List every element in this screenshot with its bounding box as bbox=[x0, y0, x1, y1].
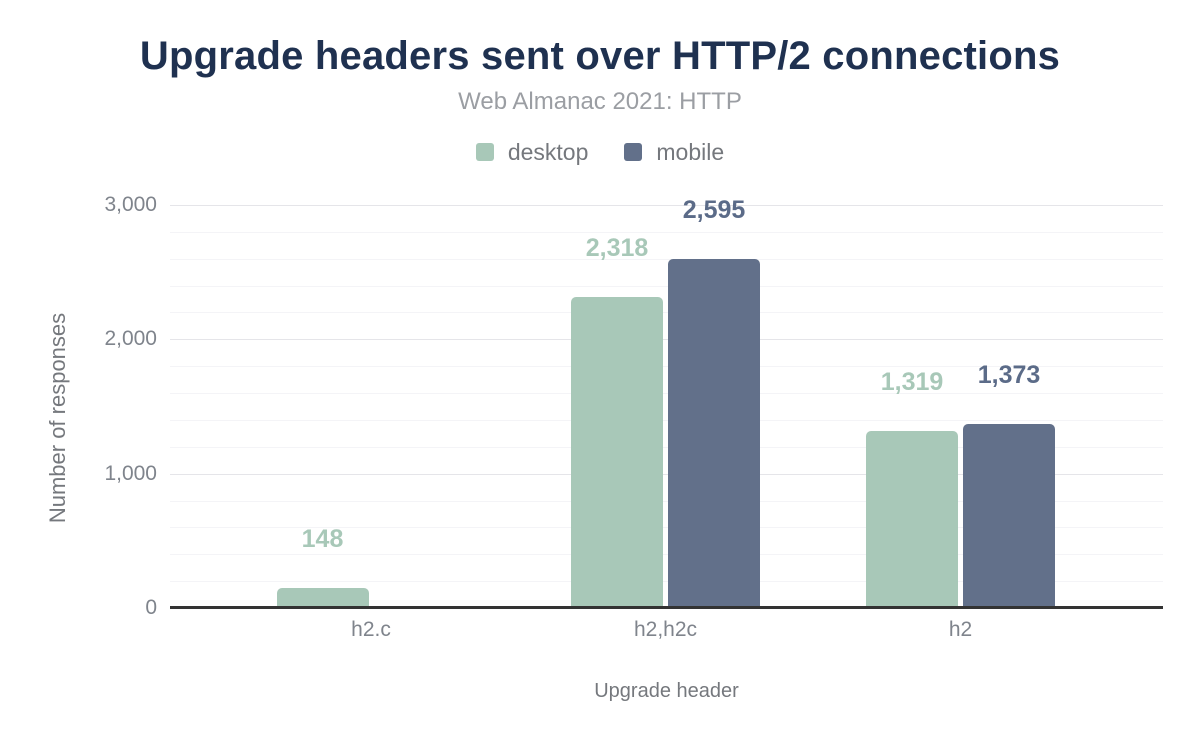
minor-gridline bbox=[170, 231, 1163, 233]
legend-item-desktop[interactable]: desktop bbox=[475, 138, 589, 166]
x-axis-baseline bbox=[170, 606, 1163, 609]
plot-area: 148 2,318 1,319 2,595 1,373 bbox=[170, 196, 1163, 608]
minor-gridline bbox=[170, 554, 1163, 556]
bar-value-label: 1,373 bbox=[977, 360, 1041, 389]
major-gridline bbox=[170, 205, 1163, 206]
chart-subtitle: Web Almanac 2021: HTTP bbox=[458, 88, 742, 115]
bar-desktop-h2-c[interactable] bbox=[276, 588, 369, 608]
bar-value-label: 2,318 bbox=[585, 233, 649, 262]
major-gridline bbox=[170, 473, 1163, 475]
x-category-label: h2.c bbox=[351, 618, 391, 641]
x-category-label: h2,h2c bbox=[633, 618, 698, 641]
bar-value-label: 2,595 bbox=[682, 196, 746, 225]
x-category-label: h2 bbox=[948, 618, 973, 641]
minor-gridline bbox=[170, 527, 1163, 529]
major-gridline bbox=[170, 339, 1163, 341]
minor-gridline bbox=[170, 258, 1163, 260]
bar-mobile-h2-h2c[interactable] bbox=[668, 259, 760, 608]
minor-gridline bbox=[170, 581, 1163, 583]
minor-gridline bbox=[170, 446, 1163, 448]
minor-gridline bbox=[170, 500, 1163, 502]
minor-gridline bbox=[170, 366, 1163, 368]
minor-gridline bbox=[170, 393, 1163, 395]
y-tick-label: 2,000 bbox=[104, 327, 157, 351]
legend-swatch-desktop bbox=[475, 143, 494, 161]
minor-gridline bbox=[170, 312, 1163, 314]
y-tick-label: 3,000 bbox=[104, 193, 157, 216]
bar-mobile-h2[interactable] bbox=[963, 423, 1055, 608]
chart-title: Upgrade headers sent over HTTP/2 connect… bbox=[139, 34, 1061, 78]
y-tick-label: 1,000 bbox=[104, 461, 157, 485]
legend-swatch-mobile bbox=[624, 143, 643, 161]
x-axis-title: Upgrade header bbox=[594, 680, 739, 702]
bar-desktop-h2[interactable] bbox=[866, 430, 958, 608]
legend: desktop mobile bbox=[0, 138, 1200, 166]
legend-item-mobile[interactable]: mobile bbox=[624, 139, 724, 166]
minor-gridline bbox=[170, 419, 1163, 421]
bar-value-label: 1,319 bbox=[880, 367, 944, 396]
bar-desktop-h2-h2c[interactable] bbox=[571, 296, 663, 608]
y-tick-label: 0 bbox=[145, 596, 157, 619]
minor-gridline bbox=[170, 285, 1163, 287]
bar-value-label: 148 bbox=[301, 525, 344, 554]
legend-label: desktop bbox=[507, 138, 589, 165]
legend-label: mobile bbox=[656, 138, 725, 165]
